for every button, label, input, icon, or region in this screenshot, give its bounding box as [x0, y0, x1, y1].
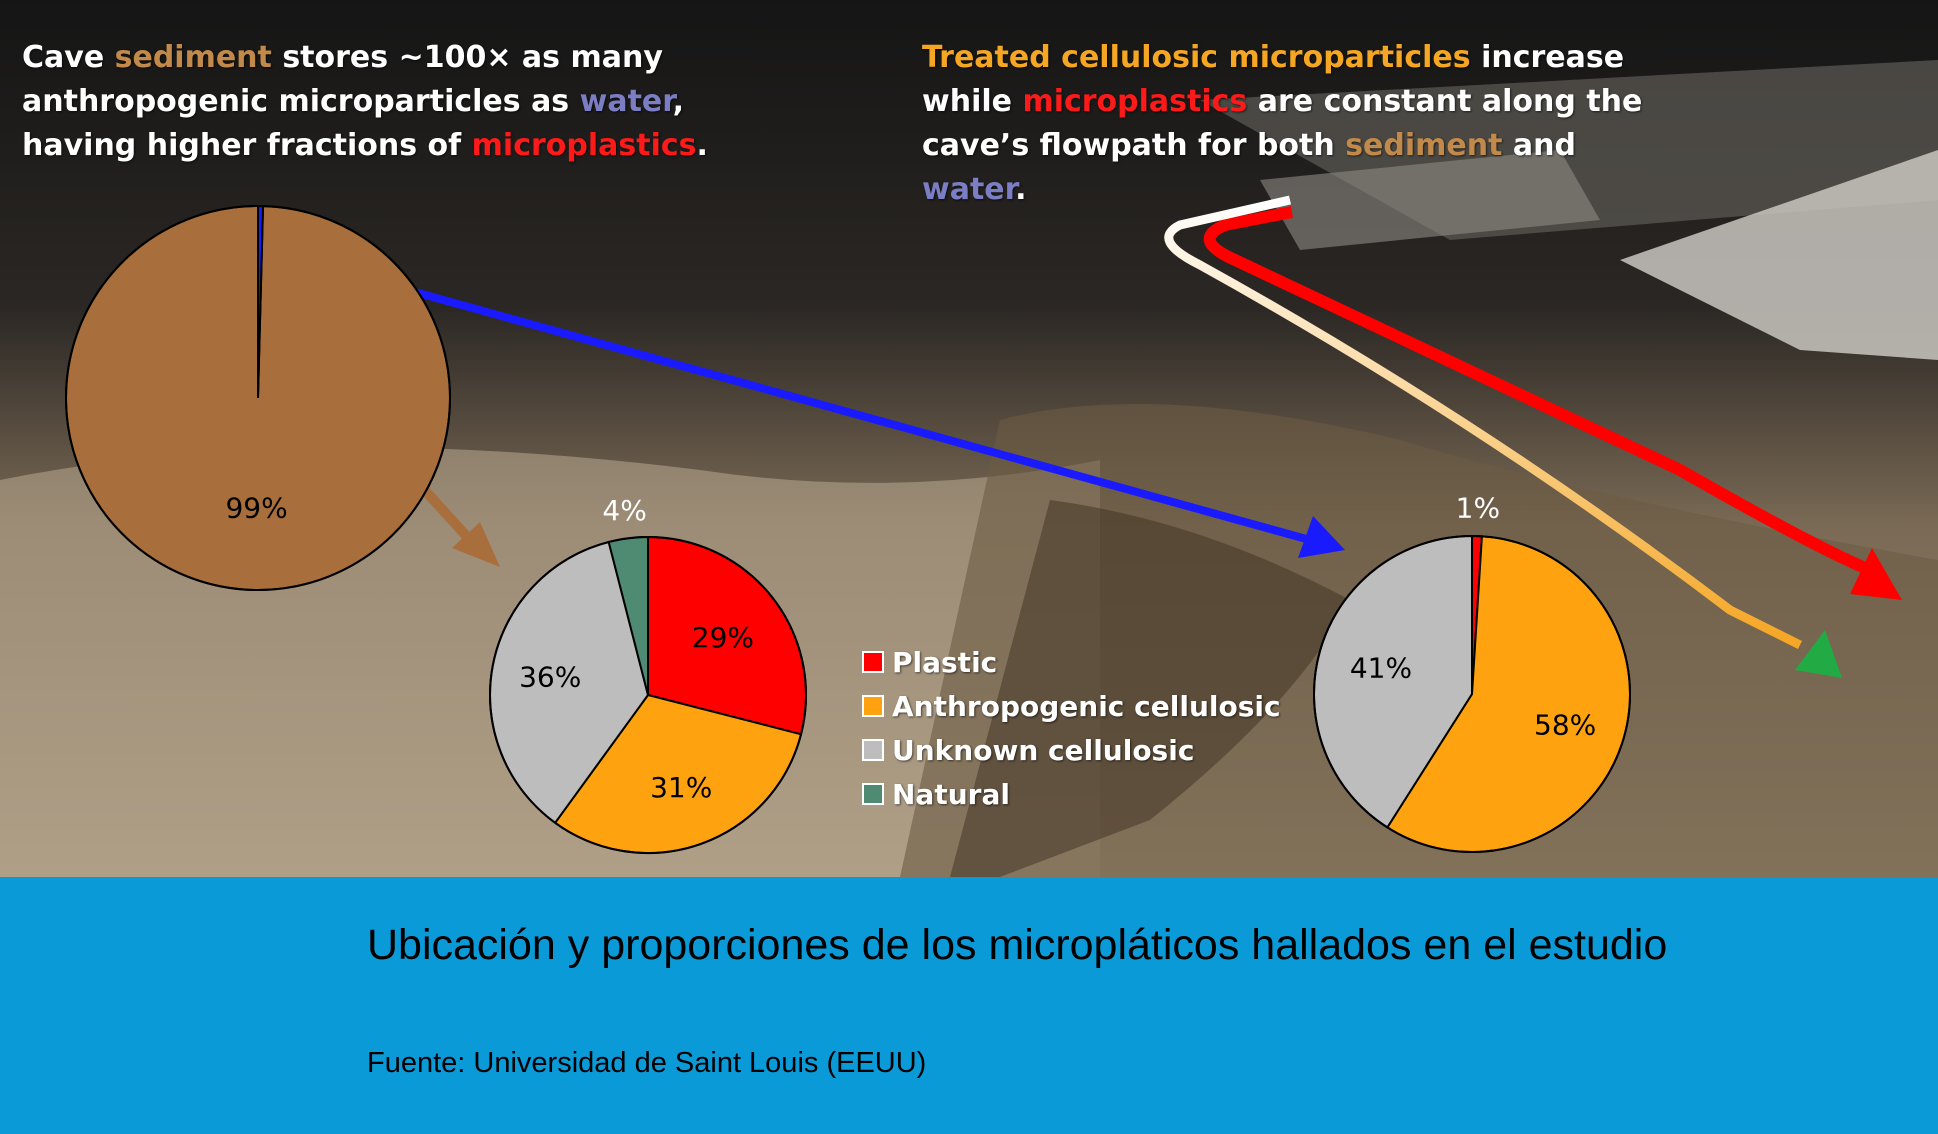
legend-swatch: [862, 651, 884, 673]
pie-outline: [1313, 535, 1631, 853]
headline-water-term: water: [922, 172, 1016, 207]
headline-sediment-term: sediment: [1345, 128, 1503, 163]
legend-label: Anthropogenic cellulosic: [892, 689, 1281, 723]
legend-swatch: [862, 739, 884, 761]
headline-text: .: [1015, 172, 1027, 207]
charts-layer: 99% 29% 31% 36% 4% 1% 58% 41%: [65, 195, 1902, 854]
pie-data-label: 1%: [1456, 492, 1500, 525]
headline-microplastics-term: microplastics: [471, 128, 697, 163]
pie-data-label: 99%: [225, 491, 287, 524]
blue-arrow-head: [1298, 516, 1345, 558]
legend-label: Plastic: [892, 645, 998, 679]
headline-text: , having higher fractions of: [22, 84, 685, 163]
headline-text: increase while: [922, 40, 1625, 119]
green-arrow-head: [1795, 630, 1842, 678]
headline-sediment-term: sediment: [114, 40, 272, 75]
headline-microplastics-term: microplastics: [1022, 84, 1248, 119]
brown-arrow-line: [416, 481, 474, 544]
pie-data-label: 41%: [1350, 652, 1412, 685]
headline-text: Cave: [22, 40, 115, 75]
legend-label: Natural: [892, 777, 1010, 811]
water-composition-pie: 1% 58% 41%: [1313, 492, 1631, 853]
flow-arrows: [261, 195, 1902, 678]
legend-item-plastic: Plastic: [862, 640, 1281, 684]
headline-text: and: [1502, 128, 1576, 163]
infographic-stage: 99% 29% 31% 36% 4% 1% 58% 41% Cave sediment s…: [0, 0, 1938, 877]
legend-item-unknown-cellulosic: Unknown cellulosic: [862, 728, 1281, 772]
sediment-composition-pie: 29% 31% 36% 4%: [489, 494, 807, 854]
headline-water-term: water: [579, 84, 673, 119]
red-flow-arrow: [1203, 206, 1873, 576]
white-orange-flow-arrow: [1164, 195, 1803, 650]
caption-band: Ubicación y proporciones de los microplá…: [0, 877, 1938, 1134]
legend-swatch: [862, 695, 884, 717]
headline-text: stores ~100× as many anthropogenic micro…: [22, 40, 663, 119]
pie-data-label: 36%: [519, 660, 581, 693]
blue-arrow-line: [261, 246, 1312, 544]
left-headline: Cave sediment stores ~100× as many anthr…: [22, 36, 742, 168]
headline-treated-term: Treated cellulosic microparticles: [922, 40, 1471, 75]
red-arrow-head: [1850, 548, 1902, 600]
caption-source: Fuente: Universidad de Saint Louis (EEUU…: [367, 1047, 927, 1079]
brown-arrow-head: [452, 522, 500, 567]
legend-swatch: [862, 783, 884, 805]
legend-item-natural: Natural: [862, 772, 1281, 816]
headline-text: .: [696, 128, 708, 163]
pie-outline: [65, 205, 451, 591]
sediment-vs-water-pie: 99%: [65, 204, 451, 591]
pie-data-label: 31%: [650, 771, 712, 804]
pie-data-label: 4%: [602, 494, 646, 527]
right-headline: Treated cellulosic microparticles increa…: [922, 36, 1682, 212]
legend-label: Unknown cellulosic: [892, 733, 1195, 767]
pie-data-label: 29%: [692, 621, 754, 654]
legend: Plastic Anthropogenic cellulosic Unknown…: [862, 640, 1281, 816]
headline-text: are constant along the cave’s flowpath f…: [922, 84, 1643, 163]
pie-data-label: 58%: [1534, 708, 1596, 741]
caption-title: Ubicación y proporciones de los microplá…: [367, 921, 1668, 969]
pie-outline: [489, 536, 807, 854]
legend-item-anthropogenic-cellulosic: Anthropogenic cellulosic: [862, 684, 1281, 728]
